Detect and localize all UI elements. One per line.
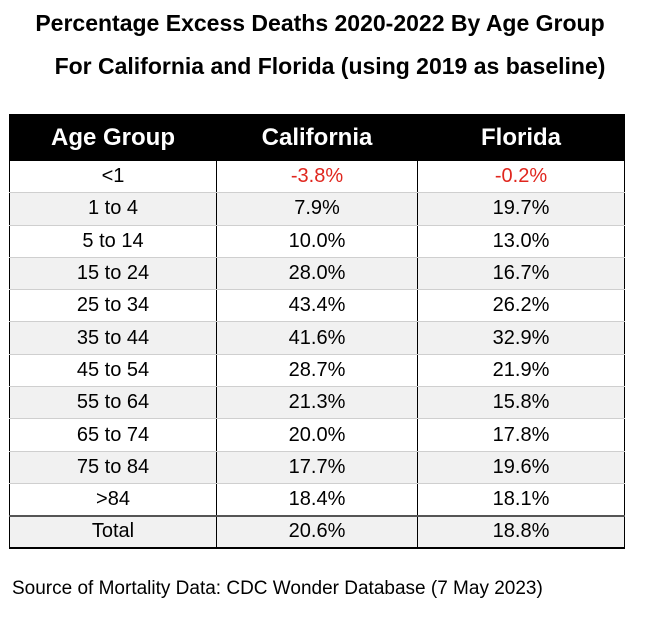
table-row: 75 to 84 17.7% 19.6% xyxy=(9,451,625,484)
age-group-cell: 55 to 64 xyxy=(9,386,217,420)
table-row: 15 to 24 28.0% 16.7% xyxy=(9,257,625,291)
florida-cell: 21.9% xyxy=(417,354,625,388)
chart-title-line-1: Percentage Excess Deaths 2020-2022 By Ag… xyxy=(35,10,605,36)
total-california-cell: 20.6% xyxy=(216,514,418,550)
table-row: <1 -3.8% -0.2% xyxy=(9,160,625,194)
table-row: 65 to 74 20.0% 17.8% xyxy=(9,418,625,452)
california-cell: 17.7% xyxy=(216,451,418,484)
table-row: 1 to 4 7.9% 19.7% xyxy=(9,192,625,226)
age-group-cell: 1 to 4 xyxy=(9,192,217,226)
florida-cell: 19.7% xyxy=(417,192,625,226)
age-group-cell: 5 to 14 xyxy=(9,225,217,258)
age-group-cell: 75 to 84 xyxy=(9,451,217,484)
table-row: 55 to 64 21.3% 15.8% xyxy=(9,386,625,420)
california-cell: 41.6% xyxy=(216,321,418,355)
table-row: 5 to 14 10.0% 13.0% xyxy=(9,225,625,258)
california-cell: 20.0% xyxy=(216,418,418,452)
table-row: 45 to 54 28.7% 21.9% xyxy=(9,354,625,388)
excess-deaths-table: Age Group California Florida <1 -3.8% -0.2… xyxy=(9,114,625,550)
florida-cell: 32.9% xyxy=(417,321,625,355)
florida-cell: 17.8% xyxy=(417,418,625,452)
california-cell: 28.0% xyxy=(216,257,418,291)
california-cell: 21.3% xyxy=(216,386,418,420)
florida-cell: 19.6% xyxy=(417,451,625,484)
florida-cell: 13.0% xyxy=(417,225,625,258)
source-note: Source of Mortality Data: CDC Wonder Dat… xyxy=(12,578,543,599)
florida-cell: 26.2% xyxy=(417,289,625,323)
table-row: 35 to 44 41.6% 32.9% xyxy=(9,321,625,355)
table-row: >84 18.4% 18.1% xyxy=(9,483,625,517)
california-cell: 43.4% xyxy=(216,289,418,323)
california-cell: 10.0% xyxy=(216,225,418,258)
column-header-age-group: Age Group xyxy=(9,114,217,161)
florida-cell: -0.2% xyxy=(417,160,625,194)
age-group-cell: <1 xyxy=(9,160,217,194)
california-cell: 18.4% xyxy=(216,483,418,517)
age-group-cell: 65 to 74 xyxy=(9,418,217,452)
column-header-florida: Florida xyxy=(417,114,625,161)
california-cell: -3.8% xyxy=(216,160,418,194)
age-group-cell: 25 to 34 xyxy=(9,289,217,323)
age-group-cell: 45 to 54 xyxy=(9,354,217,388)
california-cell: 28.7% xyxy=(216,354,418,388)
table-body: <1 -3.8% -0.2% 1 to 4 7.9% 19.7% 5 to 14 10.0% 1… xyxy=(9,160,625,550)
florida-cell: 18.1% xyxy=(417,483,625,517)
age-group-cell: 15 to 24 xyxy=(9,257,217,291)
florida-cell: 15.8% xyxy=(417,386,625,420)
florida-cell: 16.7% xyxy=(417,257,625,291)
total-age-group-cell: Total xyxy=(9,514,217,550)
age-group-cell: 35 to 44 xyxy=(9,321,217,355)
table-row: 25 to 34 43.4% 26.2% xyxy=(9,289,625,323)
table-header-row: Age Group California Florida xyxy=(9,114,625,161)
chart-title-line-2: For California and Florida (using 2019 a… xyxy=(54,53,606,79)
total-florida-cell: 18.8% xyxy=(417,514,625,550)
age-group-cell: >84 xyxy=(9,483,217,517)
column-header-california: California xyxy=(216,114,418,161)
table-total-row: Total 20.6% 18.8% xyxy=(9,514,625,550)
california-cell: 7.9% xyxy=(216,192,418,226)
